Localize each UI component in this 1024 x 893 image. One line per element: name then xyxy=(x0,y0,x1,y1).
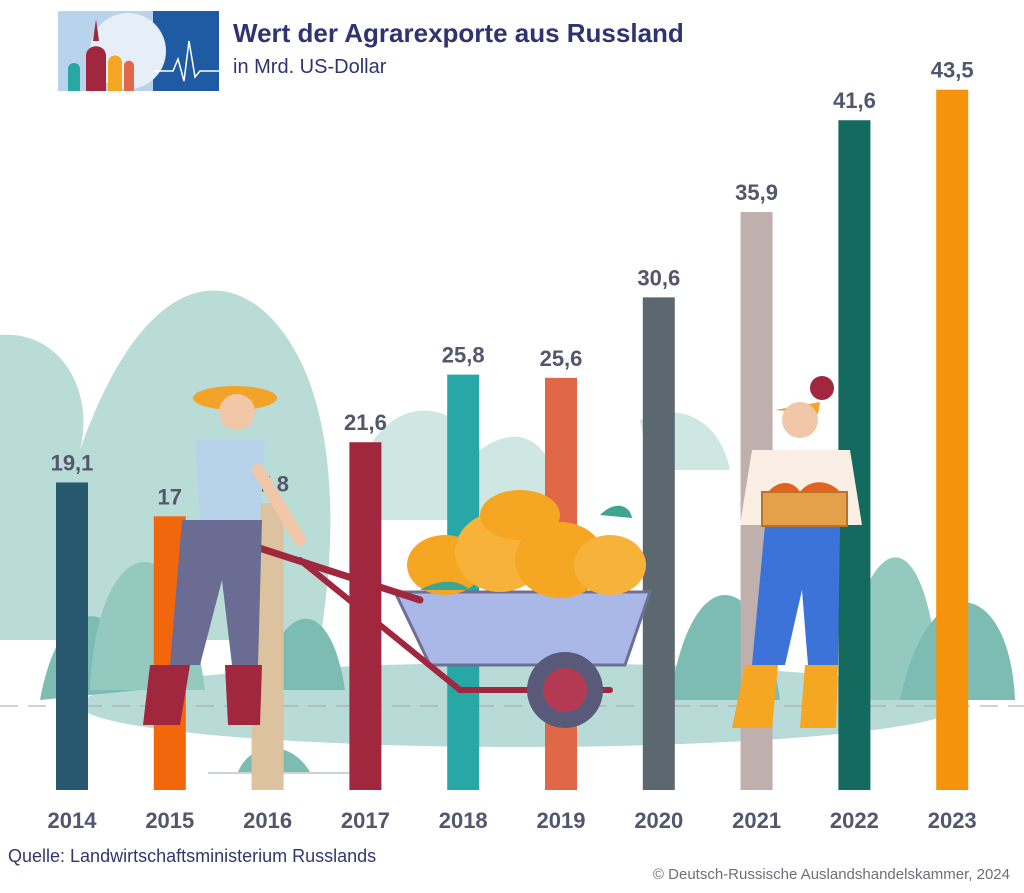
category-label-2021: 2021 xyxy=(732,808,781,833)
bar-2020 xyxy=(642,297,675,790)
bar-2023 xyxy=(936,89,969,790)
category-label-2015: 2015 xyxy=(145,808,194,833)
category-label-2018: 2018 xyxy=(439,808,488,833)
category-label-2017: 2017 xyxy=(341,808,390,833)
bar-2014 xyxy=(56,482,88,790)
value-label-2020: 30,6 xyxy=(637,265,680,290)
value-label-2022: 41,6 xyxy=(833,88,876,113)
value-label-2017: 21,6 xyxy=(344,410,387,435)
category-label-2022: 2022 xyxy=(830,808,879,833)
value-label-2021: 35,9 xyxy=(735,180,778,205)
value-label-2019: 25,6 xyxy=(540,346,583,371)
chart-title: Wert der Agrarexporte aus Russland xyxy=(233,18,684,48)
value-label-2018: 25,8 xyxy=(442,343,485,368)
russia-logo xyxy=(58,11,219,91)
chart-subtitle: in Mrd. US-Dollar xyxy=(233,56,387,78)
value-label-2023: 43,5 xyxy=(931,58,974,83)
source-note: Quelle: Landwirtschaftsministerium Russl… xyxy=(8,846,377,866)
category-label-2023: 2023 xyxy=(928,808,977,833)
category-labels-group: 2014 2015 2016 2017 2018 2019 2020 2021 2022 2023 xyxy=(48,808,977,833)
category-label-2020: 2020 xyxy=(634,808,683,833)
foreground-illustration xyxy=(143,376,862,728)
copyright-note: © Deutsch-Russische Auslandshandelskamme… xyxy=(652,866,1010,883)
bars-group xyxy=(56,89,969,791)
value-label-2014: 19,1 xyxy=(51,450,94,475)
category-label-2016: 2016 xyxy=(243,808,292,833)
category-label-2014: 2014 xyxy=(48,808,98,833)
value-label-2015: 17 xyxy=(158,484,182,509)
category-label-2019: 2019 xyxy=(537,808,586,833)
